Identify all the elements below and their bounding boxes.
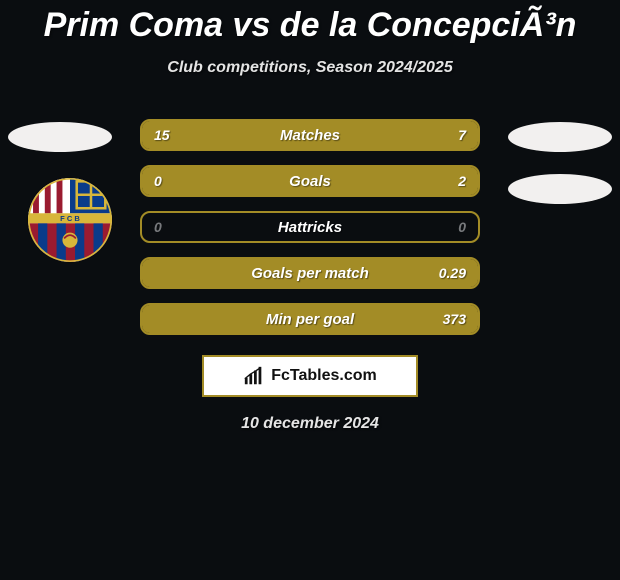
- club-crest-left: F C B: [28, 178, 112, 262]
- stat-row-goals: 0 Goals 2: [140, 165, 480, 197]
- brand-label: FcTables.com: [271, 367, 377, 385]
- stat-label: Min per goal: [266, 311, 354, 328]
- stat-value-left: 15: [154, 127, 170, 143]
- generated-date: 10 december 2024: [0, 415, 620, 433]
- subtitle: Club competitions, Season 2024/2025: [0, 59, 620, 77]
- stat-value-right: 2: [458, 173, 466, 189]
- stat-value-right: 373: [443, 311, 466, 327]
- bar-chart-icon: [243, 365, 265, 387]
- stat-row-matches: 15 Matches 7: [140, 119, 480, 151]
- stat-row-goals-per-match: Goals per match 0.29: [140, 257, 480, 289]
- svg-text:F C B: F C B: [60, 214, 80, 223]
- player-photo-right-blank-2: [508, 174, 612, 204]
- stat-value-left: 0: [154, 173, 162, 189]
- stat-label: Goals: [289, 173, 331, 190]
- stat-value-right: 0.29: [439, 265, 466, 281]
- stat-value-right: 0: [458, 219, 466, 235]
- stat-row-hattricks: 0 Hattricks 0: [140, 211, 480, 243]
- stat-value-left: 0: [154, 219, 162, 235]
- stat-label: Matches: [280, 127, 340, 144]
- stat-label: Goals per match: [251, 265, 369, 282]
- page-title: Prim Coma vs de la ConcepciÃ³n: [0, 0, 620, 45]
- player-photo-right-blank-1: [508, 122, 612, 152]
- stat-value-right: 7: [458, 127, 466, 143]
- stat-row-min-per-goal: Min per goal 373: [140, 303, 480, 335]
- player-photo-left-blank: [8, 122, 112, 152]
- brand-box[interactable]: FcTables.com: [202, 355, 418, 397]
- stat-label: Hattricks: [278, 219, 342, 236]
